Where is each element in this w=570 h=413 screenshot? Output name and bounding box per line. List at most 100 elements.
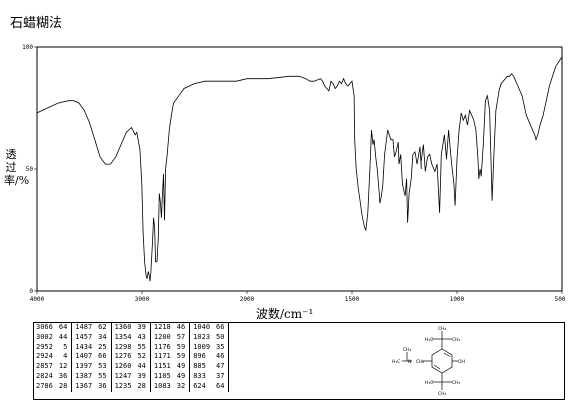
peak-transmittance: 25 [95,342,112,353]
peak-transmittance: 39 [134,323,151,333]
y-tick-label: 100 [22,44,33,51]
struct-oh: OH [458,359,465,365]
peak-transmittance: 44 [134,362,151,372]
peak-transmittance: 28 [134,381,151,392]
peak-transmittance: 64 [213,381,230,392]
peak-transmittance: 55 [95,371,112,382]
peak-wavenumber: 1235 [114,381,132,390]
peak-table-row: 3002 44 1457 34 1354 43 1200 57 1023 50 [33,332,230,343]
peak-wavenumber: 1009 [193,342,211,351]
peak-wavenumber: 2924 [36,352,53,361]
peak-transmittance: 44 [55,332,73,343]
peak-wavenumber: 885 [193,362,206,371]
peak-transmittance: 50 [213,332,230,343]
y-tick-label: 50 [26,166,34,173]
peak-wavenumber: 1457 [75,332,93,341]
peak-wavenumber: 1083 [153,381,171,390]
struct-ch2: CH₂ [416,359,425,365]
peak-wavenumber: 2786 [36,381,53,390]
peak-table-row: 3066 64 1487 62 1360 39 1218 46 1040 66 [33,323,230,333]
peak-transmittance: 52 [134,352,151,363]
peak-wavenumber: 1360 [114,323,132,331]
peak-wavenumber: 1367 [75,381,93,390]
peak-transmittance: 49 [173,371,191,382]
peak-wavenumber: 1176 [153,342,171,351]
molecule-structure-image: CH₃ H₃C CH₃ OH CH₂ N CH₃ H₃C H₃C CH₃ CH₃ [392,326,465,397]
peak-wavenumber: 1260 [114,362,132,371]
y-tick-label: 0 [29,288,33,295]
peak-transmittance: 12 [55,362,73,372]
peak-transmittance: 49 [173,362,191,372]
peak-transmittance: 37 [213,371,230,382]
peak-transmittance: 46 [173,323,191,333]
peak-table-row: 2786 28 1367 36 1235 28 1083 32 624 64 [33,381,230,392]
peak-table-row: 2857 12 1397 53 1260 44 1151 49 885 47 [33,362,230,372]
peak-transmittance: 66 [213,323,230,333]
peak-wavenumber: 2857 [36,362,53,371]
peak-transmittance: 55 [134,342,151,353]
peak-transmittance: 32 [173,381,191,392]
struct-bot-ch3-bottom: CH₃ [438,391,447,397]
peak-wavenumber: 1276 [114,352,132,361]
peak-transmittance: 28 [55,381,73,392]
transmittance-trace [36,55,563,282]
peak-wavenumber: 896 [193,352,206,361]
peak-transmittance: 5 [55,342,73,353]
struct-n-me-top: CH₃ [403,347,412,353]
struct-bot-ch3-right: CH₃ [452,380,461,386]
peak-transmittance: 36 [55,371,73,382]
x-axis-ticks: 4000 3000 2000 1500 1000 500 [30,291,566,303]
peak-transmittance: 4 [55,352,73,363]
x-tick-label: 1000 [450,296,465,303]
struct-top-ch3-top: CH₃ [438,326,447,332]
peak-transmittance: 43 [134,332,151,343]
peak-wavenumber: 1218 [153,323,171,331]
peak-transmittance: 64 [55,323,73,333]
peak-wavenumber: 1387 [75,371,93,380]
peak-table-row: 2952 5 1434 25 1298 55 1176 59 1009 35 [33,342,230,353]
peak-table-frame [33,322,565,400]
peak-transmittance: 35 [213,342,230,353]
peak-wavenumber: 1023 [193,332,211,341]
peak-wavenumber: 1397 [75,362,93,371]
peak-wavenumber: 3066 [36,323,53,331]
struct-top-ch3-right: CH₃ [452,337,461,343]
peak-wavenumber: 1434 [75,342,93,351]
struct-bot-ch3-left: H₃C [425,380,433,386]
peak-transmittance: 66 [95,352,112,363]
peak-transmittance: 34 [95,332,112,343]
peak-wavenumber: 1040 [193,323,211,331]
peak-wavenumber: 1487 [75,323,93,331]
peak-transmittance: 62 [95,323,112,333]
peak-table-row: 2924 4 1407 66 1276 52 1171 59 896 46 [33,352,230,363]
peak-wavenumber: 1298 [114,342,132,351]
x-tick-label: 2000 [240,296,255,303]
plot-frame [36,46,563,292]
x-tick-label: 4000 [30,296,45,303]
x-tick-label: 3000 [135,296,150,303]
peak-table-row: 2824 36 1387 55 1247 39 1105 49 833 37 [33,371,230,382]
peak-transmittance: 36 [95,381,112,392]
peak-wavenumber: 3002 [36,332,53,341]
x-tick-label: 500 [555,296,566,303]
peak-wavenumber: 1200 [153,332,171,341]
peak-wavenumber: 1151 [153,362,171,371]
peak-transmittance: 46 [213,352,230,363]
peak-wavenumber: 624 [193,381,206,390]
peak-transmittance: 53 [95,362,112,372]
struct-top-ch3-left: H₃C [425,337,433,343]
y-axis-label: 透过率/% [4,148,30,187]
peak-wavenumber: 833 [193,371,206,380]
peak-wavenumber: 1407 [75,352,93,361]
peak-transmittance: 47 [213,362,230,372]
y-axis-ticks: 0 50 100 [22,44,37,295]
struct-n-me-left: H₃C [392,359,400,365]
peak-wavenumber: 2952 [36,342,53,351]
x-tick-label: 1500 [345,296,360,303]
peak-table: 3066 64 1487 62 1360 39 1218 46 1040 66 3002 44 1457… [33,323,230,392]
struct-n: N [408,359,411,365]
peak-wavenumber: 1247 [114,371,132,380]
peak-transmittance: 59 [173,342,191,353]
x-axis-label: 波数/cm⁻¹ [256,307,314,321]
